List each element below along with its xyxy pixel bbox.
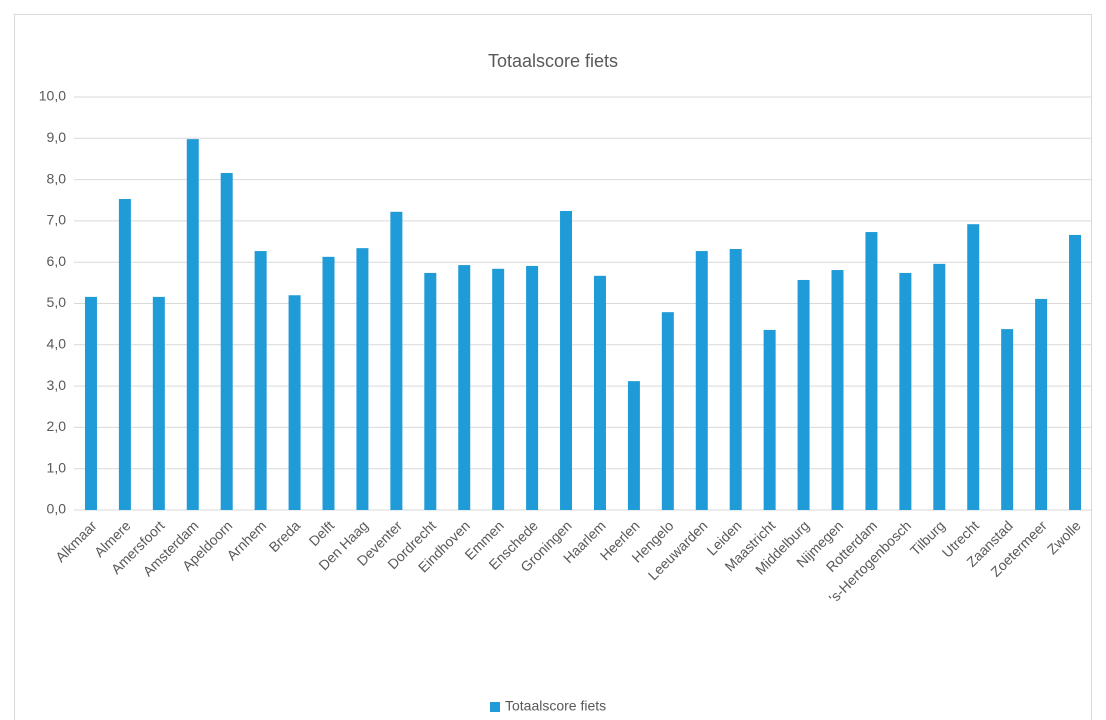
bar (695, 251, 708, 510)
bar (865, 232, 878, 510)
bar (967, 224, 980, 511)
bar (729, 248, 742, 510)
bar (797, 279, 810, 510)
bar (424, 272, 437, 510)
bar (390, 211, 403, 510)
bar (560, 210, 573, 510)
bar (322, 256, 335, 510)
y-tick-label: 8,0 (47, 170, 67, 186)
bar (152, 296, 165, 510)
y-tick-label: 2,0 (47, 418, 67, 434)
bar (593, 275, 606, 510)
bar (288, 295, 301, 510)
legend-label: Totaalscore fiets (505, 698, 606, 714)
bar (84, 296, 97, 510)
bar (1069, 234, 1082, 510)
bar (186, 139, 199, 510)
y-tick-label: 3,0 (47, 377, 67, 393)
y-tick-label: 6,0 (47, 253, 67, 269)
y-tick-label: 4,0 (47, 336, 67, 352)
chart-title: Totaalscore fiets (488, 51, 618, 71)
y-tick-label: 7,0 (47, 212, 67, 228)
bar (831, 270, 844, 510)
y-tick-label: 0,0 (47, 501, 67, 517)
legend-swatch (490, 702, 500, 712)
y-tick-label: 1,0 (47, 459, 67, 475)
bar (118, 199, 131, 511)
bar (1035, 298, 1048, 510)
bar (763, 329, 776, 510)
bar (933, 263, 946, 510)
bar (356, 248, 369, 510)
bar (220, 172, 233, 510)
bar (899, 272, 912, 510)
bar (458, 265, 471, 510)
bar (492, 268, 505, 510)
y-tick-label: 9,0 (47, 129, 67, 145)
bar (1001, 329, 1014, 510)
y-tick-label: 10,0 (39, 88, 66, 104)
bar (627, 381, 640, 510)
bar (254, 251, 267, 510)
bar (661, 312, 674, 510)
chart-frame (14, 14, 1092, 720)
bar (526, 265, 539, 510)
y-tick-label: 5,0 (47, 294, 67, 310)
